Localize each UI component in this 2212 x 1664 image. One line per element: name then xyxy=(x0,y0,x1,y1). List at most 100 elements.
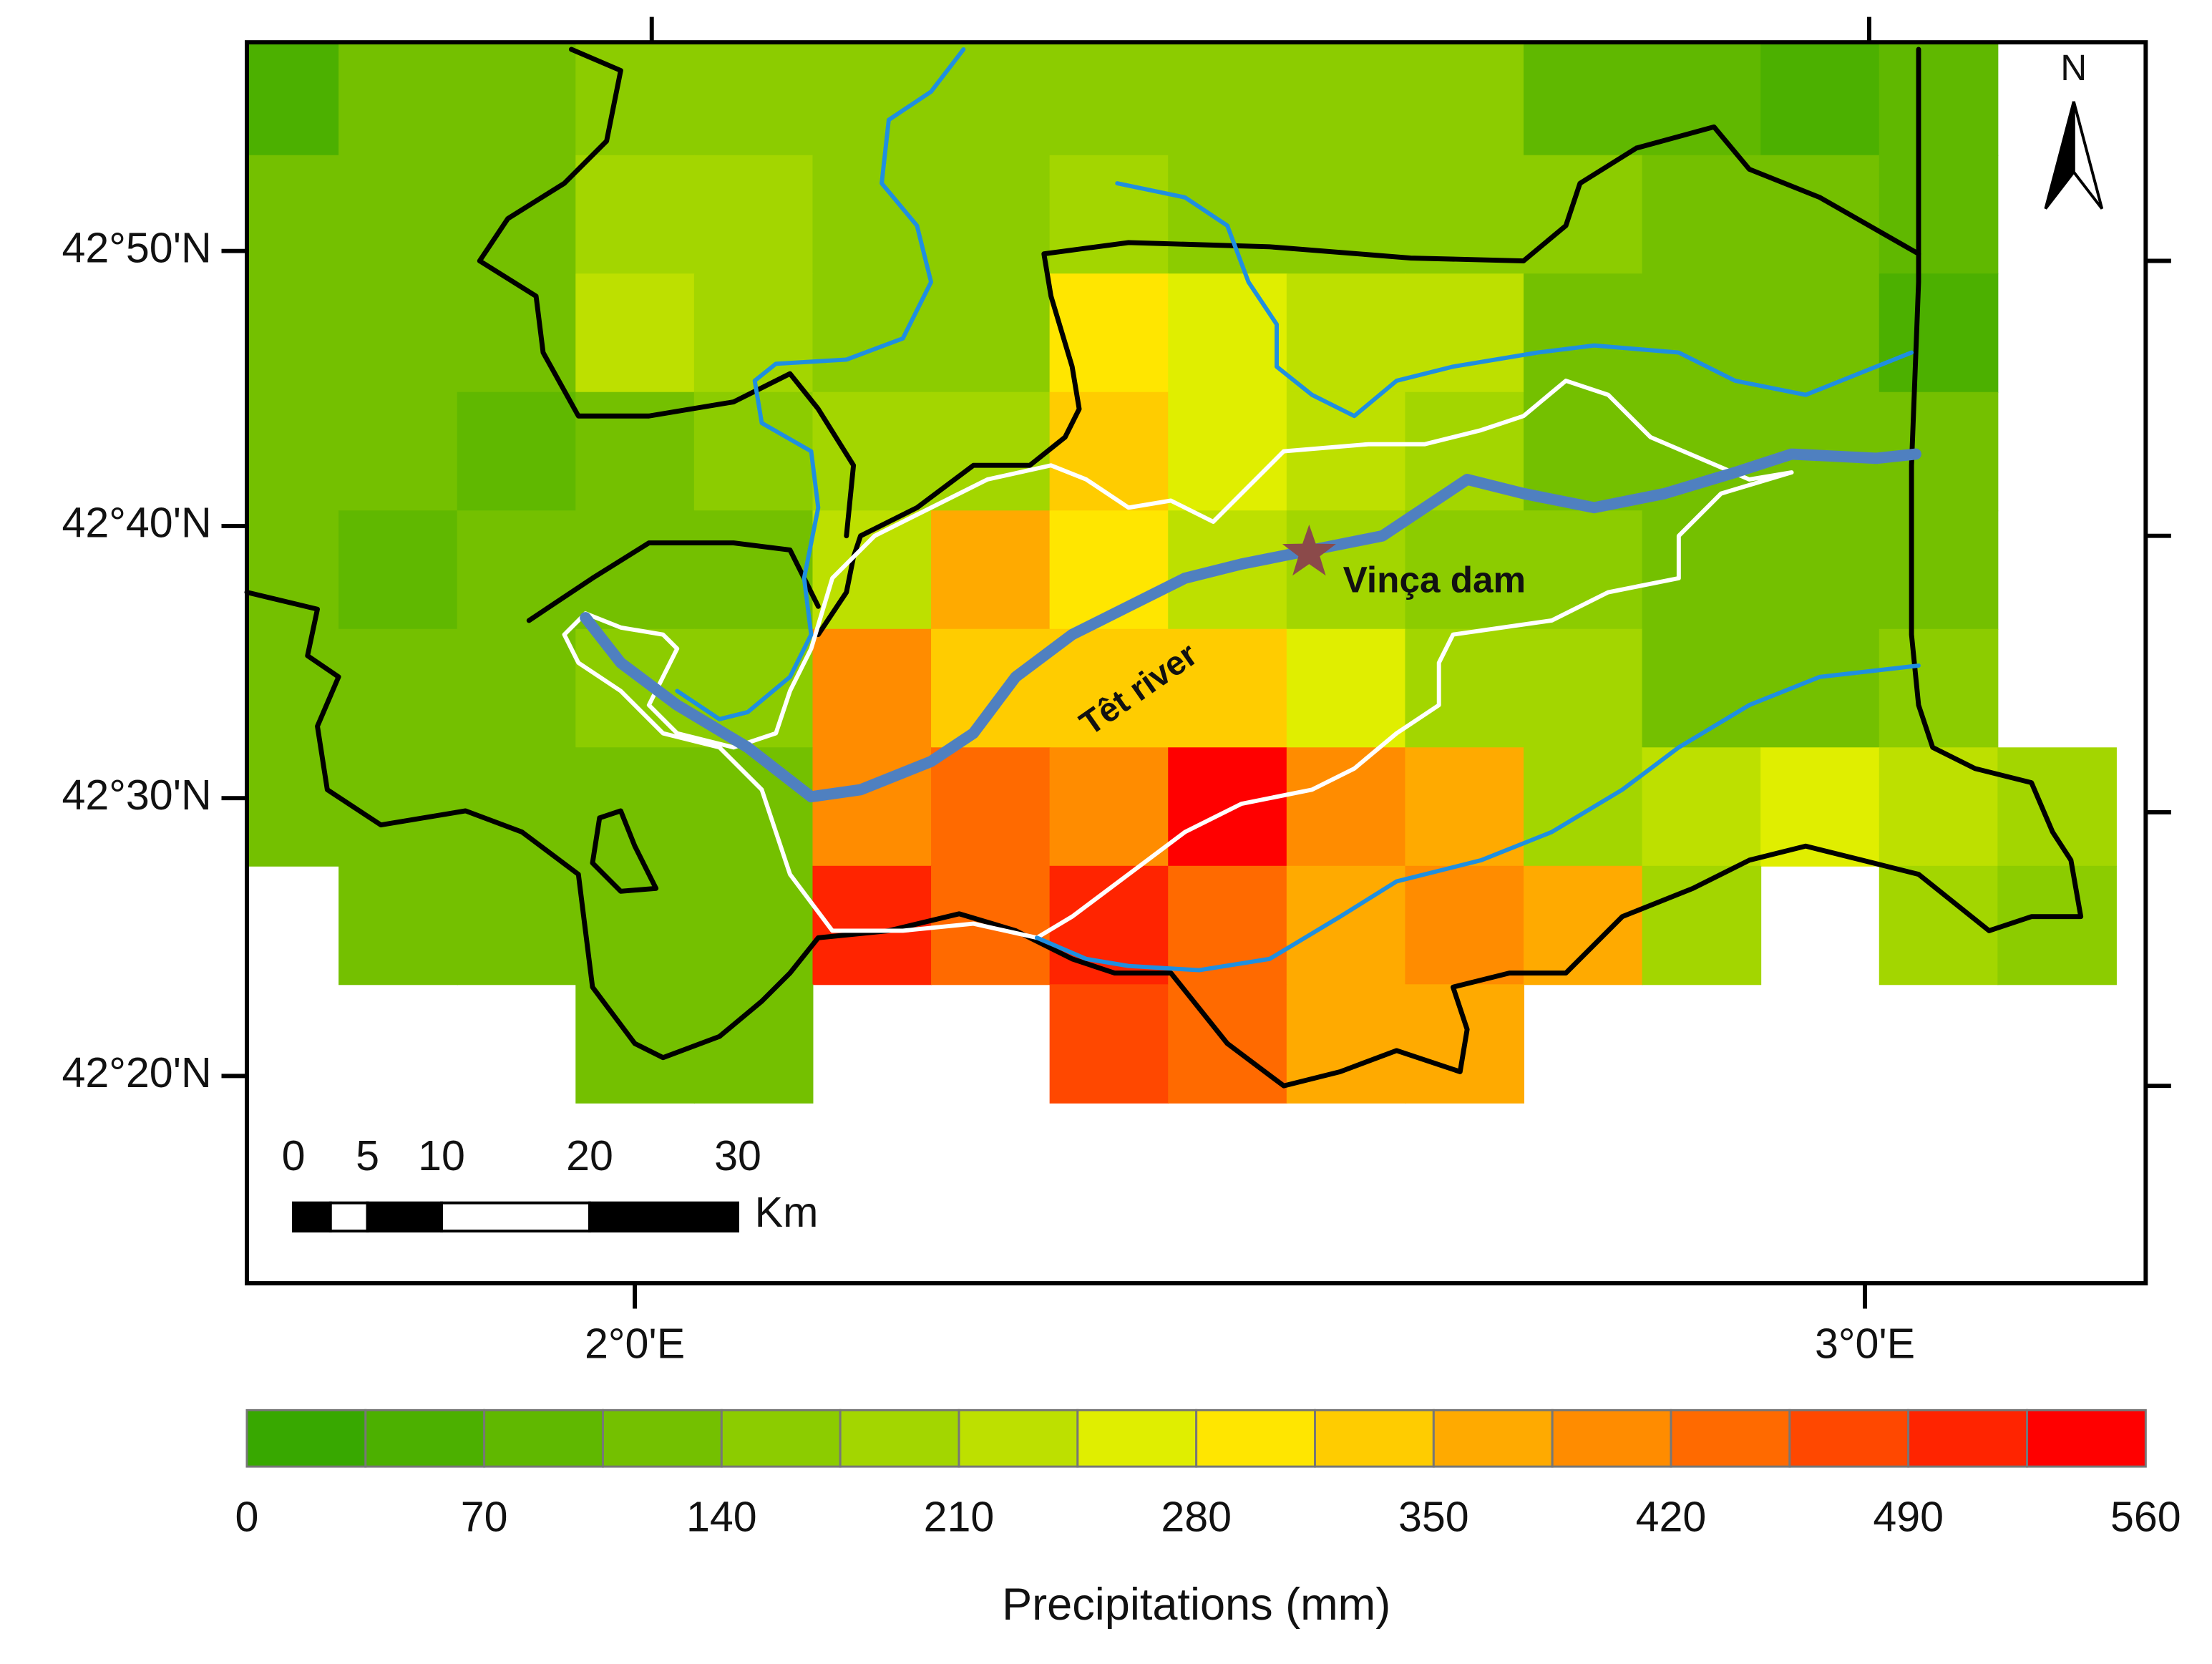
precip-cell xyxy=(1642,42,1762,156)
precip-cell xyxy=(693,155,814,275)
colorbar-swatch xyxy=(1670,1408,1791,1468)
colorbar-swatch xyxy=(364,1408,486,1468)
colorbar-swatch xyxy=(245,1408,367,1468)
river xyxy=(675,47,966,721)
precip-cell xyxy=(931,155,1051,275)
precip-cell xyxy=(1286,273,1406,393)
precip-cell xyxy=(1286,984,1406,1104)
lat-label: 42°50'N xyxy=(62,223,212,271)
map-lines xyxy=(244,47,2084,1089)
colorbar-tick-label: 0 xyxy=(235,1493,259,1541)
precip-cell xyxy=(693,42,814,156)
colorbar-swatch xyxy=(1907,1408,2028,1468)
precip-cell xyxy=(457,391,577,512)
precip-cell xyxy=(246,273,340,393)
precip-cell xyxy=(1049,42,1169,156)
precip-cell xyxy=(693,273,814,393)
north-arrow xyxy=(2044,101,2075,210)
precip-cell xyxy=(1879,865,1999,986)
precip-cell xyxy=(246,628,340,749)
precip-cell xyxy=(575,155,695,275)
precip-cell xyxy=(812,273,932,393)
precip-cell xyxy=(1286,747,1406,867)
colorbar-swatch xyxy=(1314,1408,1435,1468)
precip-cell xyxy=(1049,747,1169,867)
precip-cell xyxy=(246,42,340,156)
scale-unit: Km xyxy=(755,1188,819,1236)
precip-cell xyxy=(1642,273,1762,393)
precip-cell xyxy=(693,984,814,1104)
precip-cell xyxy=(931,42,1051,156)
precip-cell xyxy=(1049,155,1169,275)
lat-label: 42°30'N xyxy=(62,771,212,819)
precip-cell xyxy=(1524,865,1643,986)
dam-marker xyxy=(1282,524,1336,576)
precip-cell xyxy=(693,391,814,512)
precip-cell xyxy=(931,510,1051,630)
precip-cell xyxy=(693,510,814,630)
precip-cell xyxy=(1642,747,1762,867)
precip-cell xyxy=(1524,510,1643,630)
frame-ticks xyxy=(221,16,2171,1309)
precip-cell xyxy=(338,865,458,986)
precip-cell xyxy=(1405,865,1524,986)
colorbar-tick-label: 280 xyxy=(1161,1493,1232,1541)
precip-cell xyxy=(931,628,1051,749)
colorbar-swatch xyxy=(1195,1408,1316,1468)
precip-cell xyxy=(1760,628,1880,749)
lat-label: 42°20'N xyxy=(62,1048,212,1096)
tet-river xyxy=(580,448,1921,803)
precip-cell xyxy=(1286,865,1406,986)
precip-cell xyxy=(1879,510,1999,630)
scale-label: 5 xyxy=(356,1132,379,1179)
precip-cell xyxy=(1049,628,1169,749)
precip-cell xyxy=(1405,628,1524,749)
colorbar-tick-label: 350 xyxy=(1398,1493,1469,1541)
precip-cell xyxy=(812,391,932,512)
precip-cell xyxy=(1168,42,1287,156)
colorbar-swatch xyxy=(720,1408,842,1468)
precip-cell xyxy=(1642,510,1762,630)
precip-cell xyxy=(1879,42,1999,156)
precip-cell xyxy=(338,273,458,393)
precip-cell xyxy=(1049,391,1169,512)
colorbar-tick-label: 560 xyxy=(2110,1493,2181,1541)
precip-cell xyxy=(1642,155,1762,275)
colorbar-tick-label: 140 xyxy=(686,1493,757,1541)
precip-cell xyxy=(1760,155,1880,275)
precip-cell xyxy=(693,747,814,867)
precip-cell xyxy=(812,155,932,275)
scale-segment xyxy=(588,1201,739,1233)
precip-cell xyxy=(1286,628,1406,749)
precip-cell xyxy=(338,747,458,867)
scale-label: 20 xyxy=(566,1132,613,1179)
precip-cell xyxy=(246,391,340,512)
precip-cell xyxy=(457,628,577,749)
precip-cell xyxy=(1049,984,1169,1104)
precip-cell xyxy=(1168,747,1287,867)
scale-label: 0 xyxy=(282,1132,306,1179)
precip-cell xyxy=(457,747,577,867)
colorbar-swatch xyxy=(1432,1408,1554,1468)
map-frame xyxy=(245,40,2148,1285)
precip-cell xyxy=(931,391,1051,512)
precip-cell xyxy=(338,155,458,275)
precip-cell xyxy=(457,273,577,393)
scale-label: 30 xyxy=(714,1132,761,1179)
precip-cell xyxy=(1405,510,1524,630)
precip-cell xyxy=(1049,273,1169,393)
colorbar-swatch xyxy=(1551,1408,1672,1468)
colorbar-tick-label: 70 xyxy=(461,1493,508,1541)
precip-cell xyxy=(338,391,458,512)
precip-cell xyxy=(457,510,577,630)
precip-cell xyxy=(1168,628,1287,749)
lon-label: 3°0'E xyxy=(1815,1319,1915,1367)
colorbar-tick-label: 210 xyxy=(924,1493,995,1541)
lat-label: 42°40'N xyxy=(62,499,212,547)
precip-cell xyxy=(338,628,458,749)
scale-segment xyxy=(328,1201,369,1233)
colorbar-swatch xyxy=(602,1408,723,1468)
precip-cell xyxy=(812,42,932,156)
